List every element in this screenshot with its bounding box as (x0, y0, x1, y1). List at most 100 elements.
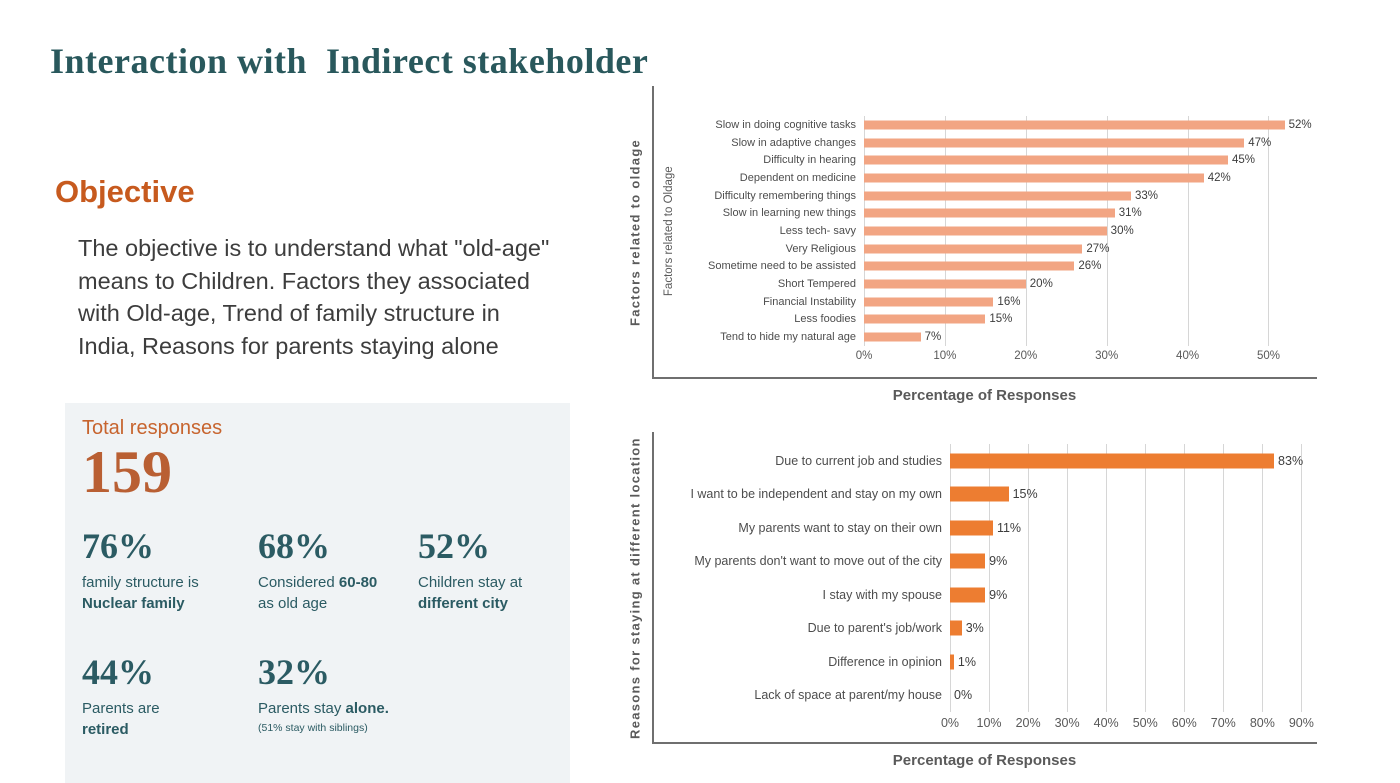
factors-bar-chart: Factors related to oldage Factors related… (618, 86, 1353, 404)
stat-label-text: family structure is (82, 574, 199, 591)
stat-label-text: Parents are (82, 700, 160, 717)
gridline (950, 444, 951, 712)
bar-row: Due to current job and studies 83% (654, 444, 1317, 478)
x-axis-title: Percentage of Responses (892, 387, 1077, 404)
gridline (1301, 444, 1303, 712)
bar (950, 520, 993, 536)
bar-track: 26% (864, 258, 1317, 276)
bar-track: 42% (864, 169, 1317, 187)
stat-label-text: Parents stay (258, 700, 346, 717)
bar (950, 486, 1009, 502)
total-responses-label: Total responses (82, 417, 223, 439)
y-axis-title-outer: Reasons for staying at different locatio… (627, 437, 643, 739)
bar-track: 83% (950, 444, 1317, 478)
x-tick-label: 20% (1015, 716, 1041, 730)
bar-row: Slow in doing cognitive tasks 52% (684, 116, 1317, 134)
category-label: Less foodies (794, 313, 856, 326)
bar-row: Very Religious 27% (684, 240, 1317, 258)
bar-track: 7% (864, 328, 1317, 346)
bar-track: 0% (950, 679, 1317, 713)
bar-row: I stay with my spouse 9% (654, 578, 1317, 612)
bar-row: Less tech- savy 30% (684, 222, 1317, 240)
category-label: Lack of space at parent/my house (754, 688, 942, 703)
bar (950, 620, 962, 636)
bar-track: 47% (864, 134, 1317, 152)
value-label: 1% (957, 654, 976, 669)
bar-track: 45% (864, 151, 1317, 169)
bar-track: 1% (950, 645, 1317, 679)
stats-grid: 76% family structure is Nuclear family 68% C… (82, 528, 553, 740)
bar-row: Slow in learning new things 31% (684, 204, 1317, 222)
category-label: Less tech- savy (779, 224, 856, 237)
bar (864, 191, 1131, 201)
x-tick-label: 10% (976, 716, 1002, 730)
category-label: Very Religious (785, 242, 856, 255)
value-label: 52% (1288, 118, 1312, 131)
bar-track: 15% (950, 478, 1317, 512)
y-axis-title-outer: Factors related to oldage (627, 138, 643, 327)
bar (864, 297, 994, 307)
bar (864, 155, 1229, 165)
bar-row: Difficulty in hearing 45% (684, 151, 1317, 169)
x-tick-label: 90% (1288, 716, 1314, 730)
bar-track: 31% (864, 204, 1317, 222)
stat-value: 52% (418, 526, 490, 566)
value-label: 15% (989, 313, 1013, 326)
category-label: Tend to hide my natural age (720, 331, 856, 344)
chart-frame: Due to current job and studies 83% I want … (652, 432, 1317, 744)
stat-item: 76% family structure is Nuclear family (82, 528, 258, 614)
gridline (1268, 116, 1270, 347)
x-tick-label: 0% (855, 350, 873, 363)
gridline (1187, 116, 1189, 347)
bar-track: 3% (950, 612, 1317, 646)
x-tick-label: 60% (1171, 716, 1197, 730)
bar-row: Lack of space at parent/my house 0% (654, 679, 1317, 713)
bar-track: 15% (864, 311, 1317, 329)
bar-track: 33% (864, 187, 1317, 205)
category-label: Slow in learning new things (722, 207, 856, 220)
stat-label-text: as old age (258, 595, 328, 612)
x-tick-label: 50% (1256, 350, 1280, 363)
value-label: 9% (989, 554, 1008, 569)
bar-track: 27% (864, 240, 1317, 258)
gridline (1223, 444, 1225, 712)
bar (864, 208, 1115, 218)
category-label: Difficulty remembering things (714, 189, 856, 202)
bar-row: My parents want to stay on their own 11% (654, 511, 1317, 545)
plot-rows: Slow in doing cognitive tasks 52% Slow in … (684, 116, 1317, 347)
gridline (1145, 444, 1147, 712)
x-tick-label: 30% (1095, 350, 1119, 363)
category-label: Difficulty in hearing (763, 154, 856, 167)
gridline (1106, 444, 1108, 712)
value-label: 16% (997, 295, 1021, 308)
category-label: Due to current job and studies (775, 453, 942, 468)
x-axis-ticks: 0% 10% 20% 30% 40% 50% 60% 70% 80% 90% (941, 712, 1317, 742)
stat-label: Parents stay alone. (258, 698, 418, 719)
value-label: 33% (1134, 189, 1158, 202)
stat-item: 32% Parents stay alone. (51% stay with sib… (258, 654, 418, 740)
gridline (1028, 444, 1030, 712)
bar (864, 332, 921, 342)
bar-row: Tend to hide my natural age 7% (684, 328, 1317, 346)
value-label: 42% (1207, 171, 1231, 184)
bar-row: Slow in adaptive changes 47% (684, 134, 1317, 152)
category-label: Due to parent's job/work (807, 621, 942, 636)
bar-row: I want to be independent and stay on my … (654, 478, 1317, 512)
bar-track: 30% (864, 222, 1317, 240)
bar (864, 173, 1204, 183)
x-tick-label: 10% (933, 350, 957, 363)
x-axis-ticks: 0% 10% 20% 30% 40% 50% (856, 346, 1317, 364)
objective-body: The objective is to understand what "old… (78, 235, 550, 359)
category-label: Difference in opinion (828, 654, 942, 669)
x-tick-label: 70% (1210, 716, 1236, 730)
chart-plot-area: Due to current job and studies 83% I want … (654, 444, 1317, 742)
stat-value: 32% (258, 652, 330, 692)
stat-label-text: alone. (345, 700, 389, 717)
stat-label-text: Considered (258, 574, 339, 591)
chart-frame: Factors related to Oldage Slow in doing c… (652, 86, 1317, 379)
bar (950, 553, 986, 569)
bar-row: My parents don't want to move out of the… (654, 545, 1317, 579)
stat-label-text: Children stay at (418, 574, 523, 591)
stat-note: (51% stay with siblings) (258, 722, 368, 734)
value-label: 15% (1012, 487, 1038, 502)
